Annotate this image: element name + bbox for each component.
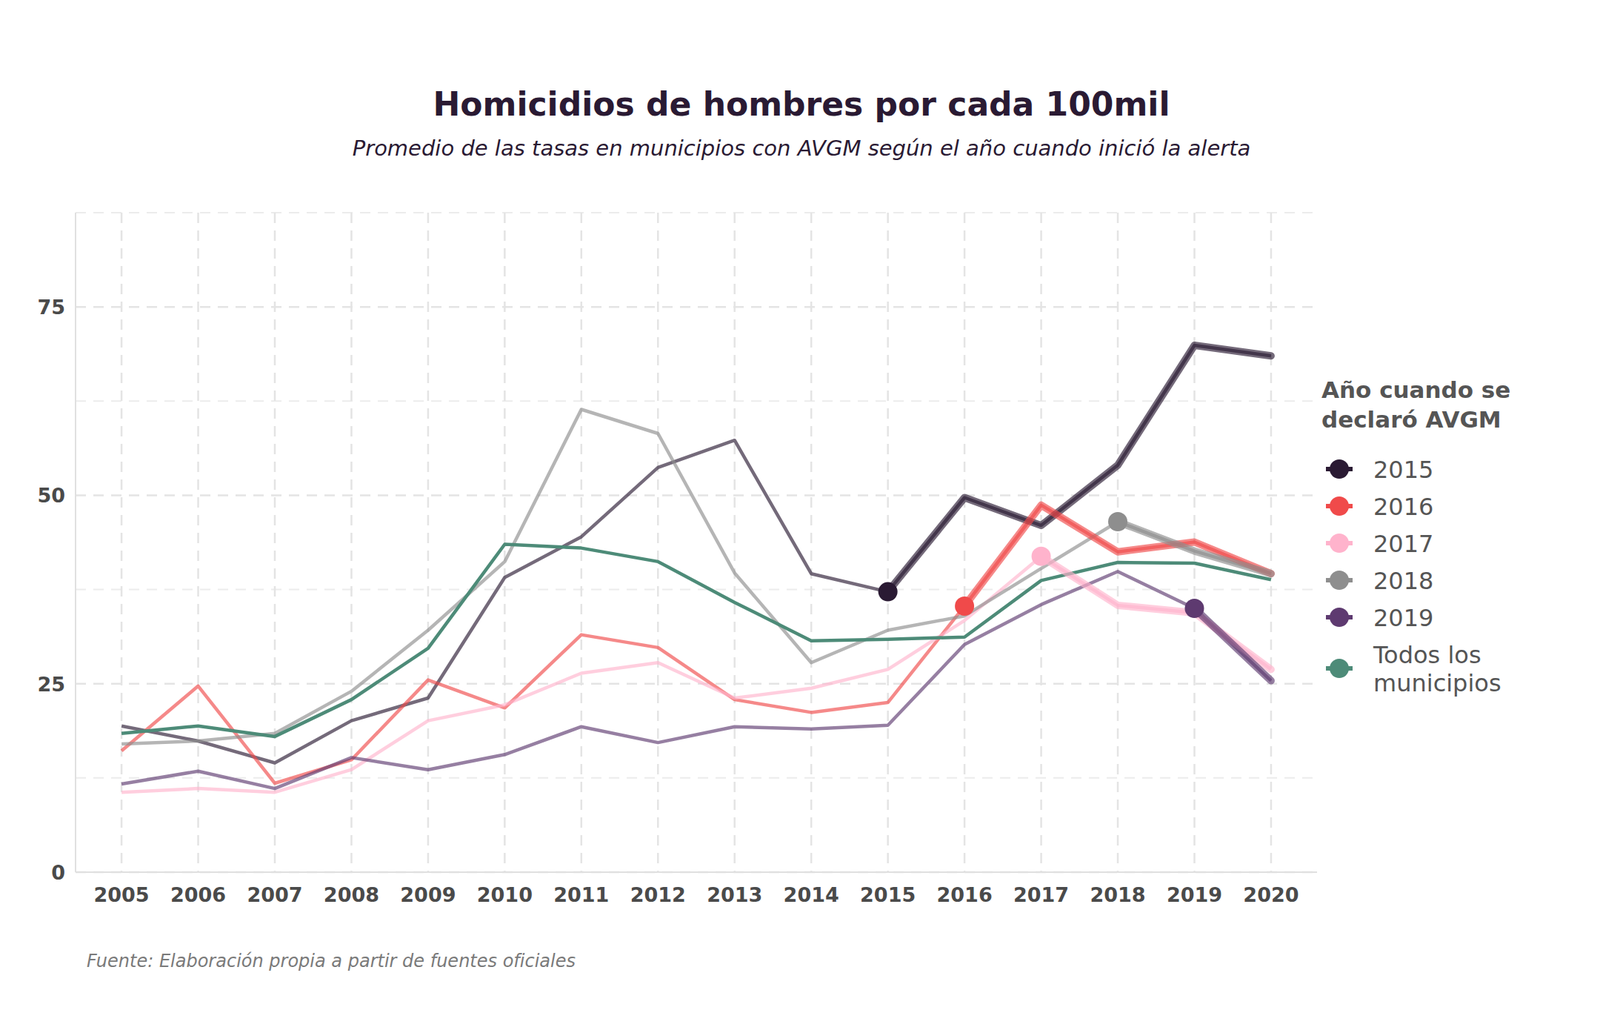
x-grid-line xyxy=(274,212,277,872)
x-grid-line xyxy=(427,212,430,872)
x-grid-line xyxy=(657,212,660,872)
legend-key xyxy=(1329,658,1349,678)
y-tick-label: 75 xyxy=(37,295,66,319)
y-grid-line xyxy=(75,305,1318,309)
alert-marker xyxy=(1031,546,1052,566)
legend-key xyxy=(1329,496,1349,516)
y-minor-grid-line xyxy=(75,777,1318,779)
y-tick-label: 50 xyxy=(37,483,66,507)
x-tick-label: 2019 xyxy=(1166,882,1223,906)
y-minor-grid-line xyxy=(75,400,1318,402)
x-grid-line xyxy=(120,212,123,872)
source: Fuente: Elaboración propia a partir de f… xyxy=(86,950,576,972)
series-line xyxy=(121,571,1272,789)
legend-label: 2018 xyxy=(1373,566,1434,595)
legend-label: Todos los xyxy=(1372,640,1482,669)
x-tick-label: 2017 xyxy=(1013,882,1069,906)
x-tick-label: 2012 xyxy=(630,882,686,906)
alert-marker xyxy=(878,582,898,602)
y-tick-label: 25 xyxy=(37,672,66,696)
legend-key xyxy=(1329,570,1349,590)
x-grid-line xyxy=(886,212,889,872)
y-grid-line xyxy=(75,871,1318,874)
x-grid-line xyxy=(503,212,506,872)
series-line xyxy=(121,556,1272,792)
x-tick-label: 2009 xyxy=(400,882,456,906)
x-tick-label: 2013 xyxy=(706,882,763,906)
series-highlight xyxy=(888,345,1272,592)
legend-label: 2015 xyxy=(1373,455,1434,484)
x-grid-line xyxy=(350,212,353,872)
x-tick-label: 2014 xyxy=(783,882,840,906)
series-line xyxy=(121,409,1272,745)
series-line xyxy=(121,345,1272,763)
x-tick-label: 2007 xyxy=(246,882,303,906)
y-grid-line xyxy=(75,494,1318,497)
series-highlight xyxy=(1194,608,1272,681)
legend-title: Año cuando se xyxy=(1321,376,1511,403)
series-line xyxy=(121,505,1272,783)
series-line xyxy=(121,544,1272,737)
chart: Homicidios de hombres por cada 100mil Pro… xyxy=(0,0,1600,1030)
series-highlight xyxy=(964,505,1272,606)
x-grid-line xyxy=(580,212,583,872)
x-tick-label: 2011 xyxy=(553,882,609,906)
alert-marker xyxy=(1184,598,1204,618)
alert-marker xyxy=(1108,511,1128,532)
x-axis-line xyxy=(75,871,1318,873)
x-grid-line xyxy=(733,212,736,872)
y-minor-grid-line xyxy=(75,588,1318,591)
x-tick-label: 2015 xyxy=(860,882,916,906)
x-tick-label: 2018 xyxy=(1089,882,1146,906)
legend-label: 2017 xyxy=(1373,529,1434,558)
legend-key xyxy=(1329,459,1349,479)
legend-label: 2016 xyxy=(1373,492,1434,521)
title: Homicidios de hombres por cada 100mil xyxy=(433,85,1171,123)
legend-key xyxy=(1329,607,1349,627)
legend-title: declaró AVGM xyxy=(1321,405,1502,433)
x-tick-label: 2020 xyxy=(1242,882,1299,906)
y-minor-grid-line xyxy=(75,211,1318,214)
y-grid-line xyxy=(75,682,1318,685)
plot-area xyxy=(121,345,1272,792)
y-axis-line xyxy=(74,212,77,872)
alert-marker xyxy=(954,596,975,616)
x-grid-line xyxy=(810,212,813,872)
x-grid-line xyxy=(1040,212,1043,872)
x-tick-label: 2008 xyxy=(323,882,380,906)
legend-label: 2019 xyxy=(1373,603,1434,632)
legend-label: municipios xyxy=(1373,668,1502,698)
y-tick-label: 0 xyxy=(51,860,66,884)
x-grid-line xyxy=(963,212,966,872)
legend: Año cuando sedeclaró AVGM 2015 2016 2017 201… xyxy=(1321,376,1511,698)
x-tick-label: 2006 xyxy=(170,882,226,906)
grid xyxy=(75,212,1318,872)
x-tick-label: 2005 xyxy=(93,882,149,906)
subtitle: Promedio de las tasas en municipios con … xyxy=(352,135,1252,161)
x-tick-label: 2016 xyxy=(937,882,993,906)
x-grid-line xyxy=(1117,212,1120,872)
series-highlight xyxy=(1117,521,1272,574)
x-grid-line xyxy=(197,212,200,872)
x-tick-label: 2010 xyxy=(477,882,533,906)
legend-key xyxy=(1329,533,1349,553)
x-grid-line xyxy=(1270,212,1273,872)
